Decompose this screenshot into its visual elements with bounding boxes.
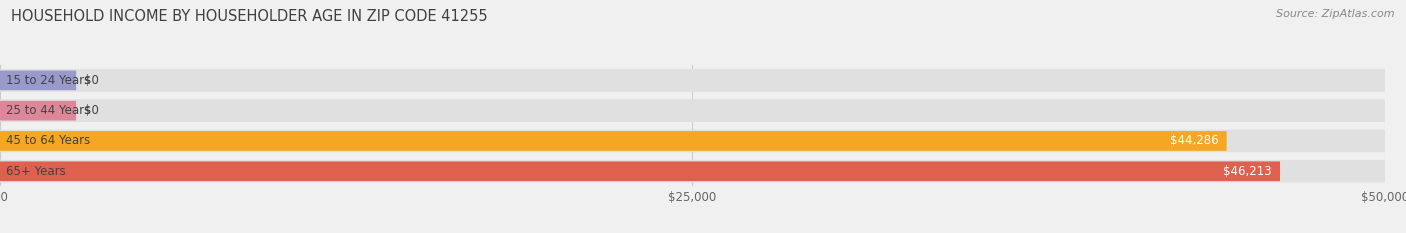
Text: Source: ZipAtlas.com: Source: ZipAtlas.com (1277, 9, 1395, 19)
FancyBboxPatch shape (0, 71, 76, 90)
FancyBboxPatch shape (0, 99, 1385, 122)
FancyBboxPatch shape (0, 131, 1226, 151)
Text: $44,286: $44,286 (1170, 134, 1219, 147)
FancyBboxPatch shape (0, 130, 1385, 152)
FancyBboxPatch shape (0, 160, 1385, 183)
Text: 45 to 64 Years: 45 to 64 Years (6, 134, 90, 147)
FancyBboxPatch shape (0, 69, 1385, 92)
Text: $46,213: $46,213 (1223, 165, 1271, 178)
Text: $0: $0 (84, 74, 100, 87)
Text: 65+ Years: 65+ Years (6, 165, 65, 178)
Text: $0: $0 (84, 104, 100, 117)
FancyBboxPatch shape (0, 161, 1279, 181)
Text: HOUSEHOLD INCOME BY HOUSEHOLDER AGE IN ZIP CODE 41255: HOUSEHOLD INCOME BY HOUSEHOLDER AGE IN Z… (11, 9, 488, 24)
Text: 15 to 24 Years: 15 to 24 Years (6, 74, 90, 87)
FancyBboxPatch shape (0, 101, 76, 120)
Text: 25 to 44 Years: 25 to 44 Years (6, 104, 90, 117)
